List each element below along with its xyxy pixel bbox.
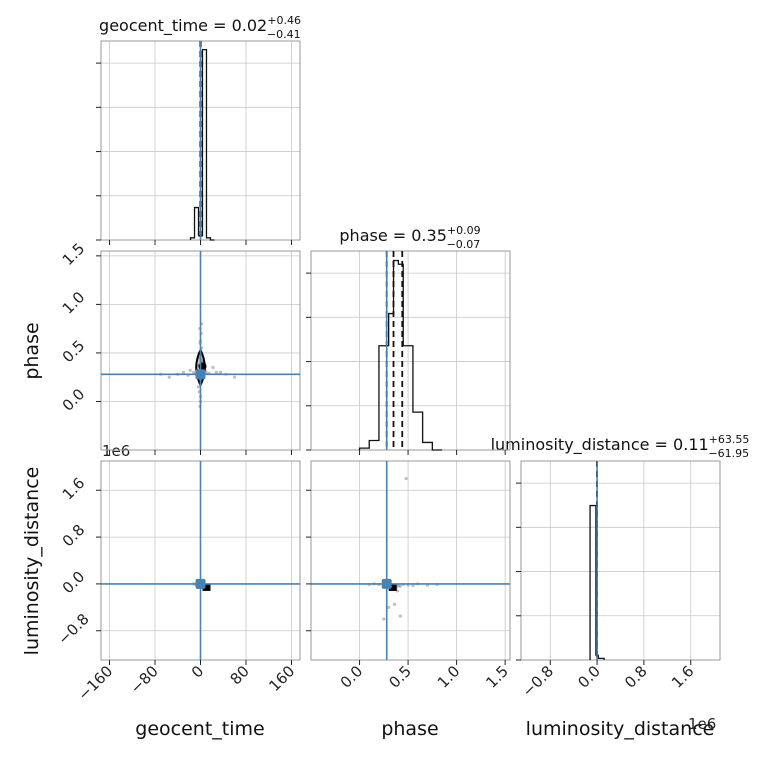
title-phase-minus: −0.07 [447,238,481,251]
scatter-luminosity_distance-vs-phase-point-16 [387,605,391,609]
title-phase-param: phase [339,226,387,245]
xticklabel-luminosity_distance-3: 1.6 [668,662,698,692]
offset-text-x-luminosity-distance: 1e6 [688,715,716,733]
yticklabel-luminosity_distance-3: 1.6 [59,474,89,504]
title-geocent-time-param: geocent_time [99,16,208,36]
scatter-luminosity_distance-vs-phase-point-6 [398,584,402,588]
scatter-phase-vs-geocent_time-point-23 [211,365,215,370]
scatter-luminosity_distance-vs-geocent_time-peak [202,583,211,591]
scatter-luminosity_distance-vs-phase-point-10 [411,584,415,588]
hist-luminosity_distance-frame [520,460,721,661]
hist-phase-grid [311,251,510,450]
yticklabel-phase-0: 0.0 [59,385,89,415]
scatter-luminosity_distance-vs-phase-frame [310,460,511,661]
title-luminosity-distance-plus: +63.55 [709,433,750,446]
xlabel-geocent-time: geocent_time [135,718,264,740]
xticklabel-phase-1: 0.5 [385,662,415,692]
title-phase-median: 0.35 [411,226,447,245]
panel-luminosity_distance-luminosity_distance: −0.8 0.0 0.8 1.6 [516,460,721,701]
yticklabel-phase-3: 1.5 [59,240,89,270]
scatter-phase-vs-geocent_time-point-20 [233,375,237,379]
scatter-phase-vs-geocent_time-point-9 [196,385,200,389]
hist-phase-frame [310,250,511,451]
hist-luminosity_distance-grid [521,461,720,660]
yticklabel-luminosity_distance-1: 0.0 [59,568,89,598]
xticklabel-geocent_time-0: −160 [74,662,116,704]
title-luminosity-distance-minus: −61.95 [708,447,749,460]
scatter-luminosity_distance-vs-phase-truth-marker [381,578,392,589]
yticklabel-luminosity_distance-0: −0.8 [54,610,92,648]
title-geocent-time-median: 0.02 [232,16,268,35]
panel-luminosity_distance-geocent_time: −160 −80 0 80 160 −0.8 0.0 0.8 1.6 [54,460,301,704]
scatter-phase-vs-geocent_time-point-16 [181,370,186,374]
scatter-phase-vs-geocent_time-point-32 [192,370,196,374]
scatter-luminosity_distance-vs-phase-point-15 [398,614,402,618]
scatter-luminosity_distance-vs-phase-point-13 [404,476,408,481]
xticklabel-geocent_time-3: 80 [227,662,253,688]
xticklabel-luminosity_distance-2: 0.8 [621,662,651,692]
xticklabel-geocent_time-2: 0 [188,662,207,681]
scatter-luminosity_distance-vs-geocent_time-truth-marker [195,578,206,589]
ylabel-luminosity-distance: luminosity_distance [21,467,43,656]
xticklabel-phase-0: 0.0 [337,662,367,692]
title-luminosity-distance-param: luminosity_distance [491,435,650,455]
title-geocent-time-minus: −0.41 [267,28,301,41]
yticklabel-phase-2: 1.0 [59,288,89,318]
scatter-phase-vs-geocent_time-point-19 [218,370,222,374]
scatter-luminosity_distance-vs-phase-grid [311,461,510,660]
scatter-luminosity_distance-vs-phase-peak [388,583,397,591]
hist-phase-steps [358,259,443,451]
hist-geocent_time-steps [189,49,215,241]
title-phase: phase = 0.35+0.09 −0.07 [339,224,480,251]
xticklabel-luminosity_distance-1: 0.0 [574,662,604,692]
xticklabel-phase-2: 1.0 [434,662,464,692]
xticklabel-luminosity_distance-0: −0.8 [519,662,557,700]
offset-text-y-luminosity-distance: 1e6 [102,442,130,460]
scatter-phase-vs-geocent_time-point-22 [188,368,192,372]
yticklabel-luminosity_distance-2: 0.8 [59,521,89,551]
panel-luminosity_distance-phase: 0.0 0.5 1.0 1.5 [306,460,512,692]
scatter-phase-vs-geocent_time-point-18 [167,375,171,379]
title-geocent-time-plus: +0.46 [267,14,301,27]
xticklabel-geocent_time-1: −80 [127,662,162,697]
title-luminosity-distance-median: 0.11 [673,435,709,454]
xlabel-luminosity-distance: luminosity_distance [526,718,715,740]
xticklabel-phase-3: 1.5 [482,662,512,692]
panel-phase-geocent_time: 0.0 0.5 1.0 1.5 [59,240,301,455]
xlabel-phase: phase [381,718,438,740]
title-luminosity-distance: luminosity_distance = 0.11+63.55 −61.95 [491,433,750,460]
yticklabel-phase-1: 0.5 [59,337,89,367]
xticklabel-geocent_time-4: 160 [265,662,298,695]
panel-geocent_time-geocent_time [96,40,301,245]
scatter-luminosity_distance-vs-phase-point-14 [382,617,386,621]
scatter-phase-vs-geocent_time-truth-marker [195,369,206,380]
title-geocent-time: geocent_time = 0.02+0.46 −0.41 [99,14,301,41]
title-phase-plus: +0.09 [447,224,481,237]
ylabel-phase: phase [21,322,43,379]
scatter-luminosity_distance-vs-phase-point-17 [392,602,397,606]
panel-phase-phase [306,250,511,455]
scatter-phase-vs-geocent_time-point-35 [214,370,219,374]
